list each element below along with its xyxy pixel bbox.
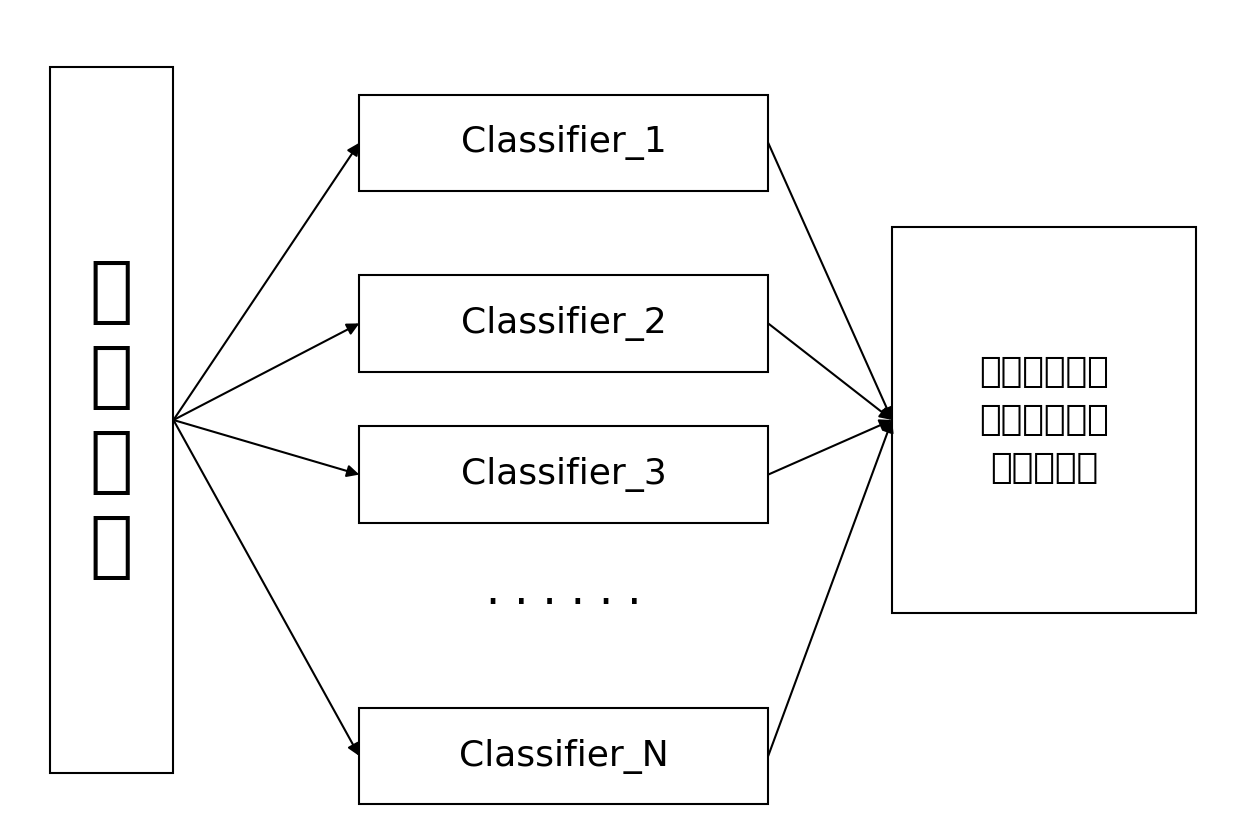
Bar — [359, 707, 768, 805]
Text: Classifier_N: Classifier_N — [458, 738, 669, 774]
Bar — [50, 67, 173, 773]
Text: Classifier_2: Classifier_2 — [461, 306, 667, 341]
Text: 统计子分类器
结果得到数字
的识别结果: 统计子分类器 结果得到数字 的识别结果 — [979, 355, 1109, 485]
Text: Classifier_3: Classifier_3 — [461, 457, 667, 492]
Bar — [359, 94, 768, 191]
Bar — [892, 227, 1196, 613]
Text: Classifier_1: Classifier_1 — [461, 125, 667, 160]
Bar — [359, 276, 768, 371]
Bar — [359, 426, 768, 522]
Text: · · · · · ·: · · · · · · — [486, 583, 642, 627]
Text: 数
字
特
征: 数 字 特 征 — [89, 258, 134, 582]
